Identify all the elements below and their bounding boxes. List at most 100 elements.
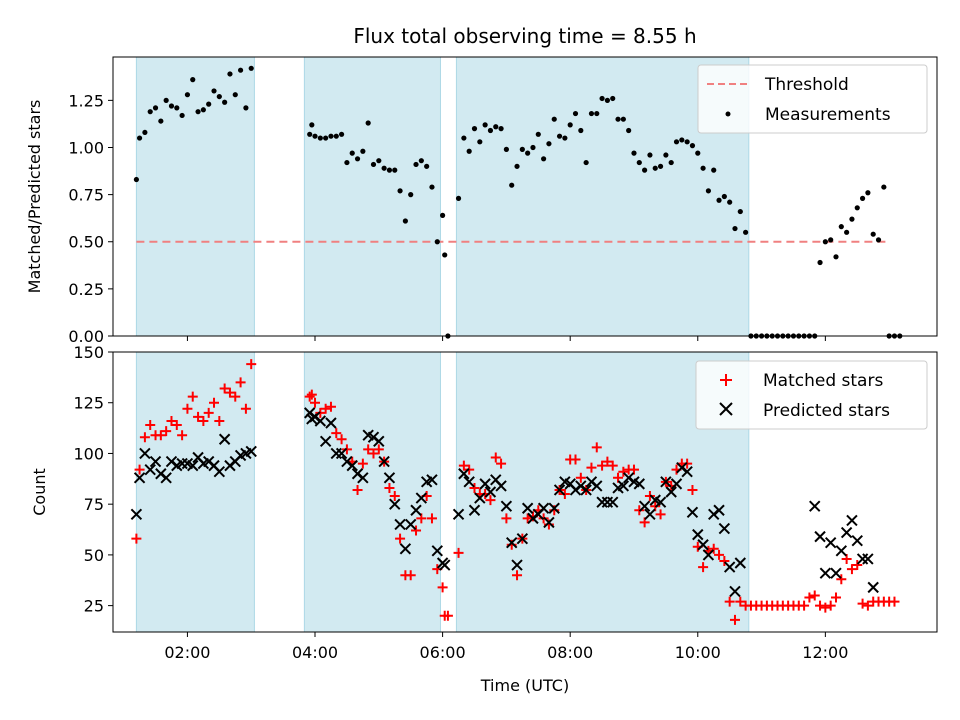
matched-stars-point xyxy=(830,592,841,603)
matched-stars-point xyxy=(411,525,422,536)
predicted-stars-point xyxy=(378,455,390,468)
measurement-point xyxy=(206,101,212,107)
measurement-point xyxy=(514,163,520,169)
matched-stars-point xyxy=(389,491,400,502)
predicted-stars-point xyxy=(500,500,513,512)
predicted-stars-point xyxy=(692,528,704,541)
measurement-point xyxy=(381,165,387,171)
observing-window-band xyxy=(135,351,255,633)
matched-stars-point xyxy=(145,420,156,431)
measurement-point xyxy=(721,193,727,200)
bottom-x-axis: 02:00 04:00 06:00 08:00 10:00 12:00 xyxy=(164,632,848,662)
matched-stars-point xyxy=(240,403,251,414)
measurement-point xyxy=(875,237,882,243)
matched-stars-point xyxy=(193,411,204,422)
measurement-point xyxy=(844,229,850,235)
y-tick-label: 25 xyxy=(84,597,104,616)
predicted-stars-point xyxy=(474,492,486,504)
x-tick-label: 04:00 xyxy=(292,643,338,662)
predicted-stars-point xyxy=(160,472,172,484)
predicted-stars-point xyxy=(404,518,417,531)
matched-stars-point xyxy=(522,513,533,524)
predicted-stars-point xyxy=(319,435,332,447)
measurement-point xyxy=(360,148,366,154)
measurement-point xyxy=(455,195,462,201)
measurement-point xyxy=(349,150,355,156)
predicted-stars-point xyxy=(357,472,369,484)
matched-stars-point xyxy=(825,600,836,611)
measurement-point xyxy=(833,254,839,260)
measurement-point xyxy=(211,88,217,94)
matched-stars-point xyxy=(857,598,868,609)
y-tick-label: 50 xyxy=(84,546,104,565)
measurement-point xyxy=(222,99,228,105)
legend-predicted-swatch xyxy=(719,402,733,416)
measurement-point xyxy=(881,184,887,190)
predicted-stars-point xyxy=(580,484,592,496)
matched-stars-point xyxy=(306,389,317,400)
x-tick-label: 02:00 xyxy=(164,643,210,662)
predicted-stars-point xyxy=(644,508,656,521)
legend-threshold-label: Threshold xyxy=(764,75,849,95)
matched-stars-point xyxy=(352,484,363,495)
predicted-stars-point xyxy=(373,435,385,447)
predicted-stars-point xyxy=(245,445,257,458)
predicted-stars-point xyxy=(431,545,443,557)
matched-stars-point xyxy=(416,513,427,524)
matched-stars-point xyxy=(708,543,719,554)
x-tick-label: 06:00 xyxy=(420,643,466,662)
measurement-point xyxy=(477,139,483,145)
measurement-point xyxy=(442,252,448,258)
predicted-stars-point xyxy=(607,496,619,508)
predicted-stars-point xyxy=(187,459,199,472)
matched-stars-point xyxy=(714,549,725,560)
measurement-point xyxy=(647,152,653,158)
y-tick-label: 0.50 xyxy=(68,233,104,252)
predicted-stars-point xyxy=(856,553,869,565)
measurement-point xyxy=(133,176,139,183)
predicted-stars-point xyxy=(851,534,863,547)
predicted-stars-point xyxy=(468,504,481,516)
x-tick-label: 08:00 xyxy=(547,643,593,662)
matched-stars-point xyxy=(485,495,496,506)
predicted-stars-point xyxy=(591,480,603,492)
measurement-point xyxy=(429,184,435,190)
matched-stars-point xyxy=(804,592,815,603)
matched-stars-point xyxy=(336,434,347,445)
measurement-point xyxy=(599,95,605,102)
measurement-point xyxy=(413,161,419,168)
measurement-point xyxy=(509,182,515,188)
measurement-point xyxy=(711,167,717,173)
matched-stars-point xyxy=(809,590,820,601)
y-tick-label: 1.25 xyxy=(68,91,104,110)
top-legend-box xyxy=(697,64,928,134)
measurement-point xyxy=(147,109,153,115)
matched-stars-point xyxy=(182,403,193,414)
predicted-stars-point xyxy=(665,486,677,498)
measurement-point xyxy=(859,195,866,201)
matched-stars-point xyxy=(628,464,639,475)
matched-stars-point xyxy=(304,391,315,402)
matched-stars-point xyxy=(687,484,698,495)
measurement-point xyxy=(668,159,674,166)
predicted-stars-point xyxy=(452,508,465,521)
measurement-point xyxy=(626,127,632,134)
measurement-point xyxy=(594,110,600,117)
measurement-point xyxy=(700,165,706,171)
measurement-point xyxy=(309,122,315,128)
measurement-point xyxy=(503,146,509,152)
measurement-point xyxy=(227,71,233,77)
measurement-point xyxy=(461,135,467,141)
matched-stars-point xyxy=(139,432,150,443)
y-tick-label: 0.75 xyxy=(68,186,104,205)
predicted-stars-point xyxy=(495,480,507,492)
predicted-stars-point xyxy=(638,500,651,512)
measurement-point xyxy=(424,163,430,169)
measurement-point xyxy=(828,237,834,243)
predicted-stars-point xyxy=(389,498,401,510)
y-tick-label: 100 xyxy=(73,444,104,463)
matched-stars-point xyxy=(368,448,379,459)
observing-window-band xyxy=(303,56,441,337)
predicted-stars-point xyxy=(835,545,848,557)
top-series-layer xyxy=(133,65,903,339)
